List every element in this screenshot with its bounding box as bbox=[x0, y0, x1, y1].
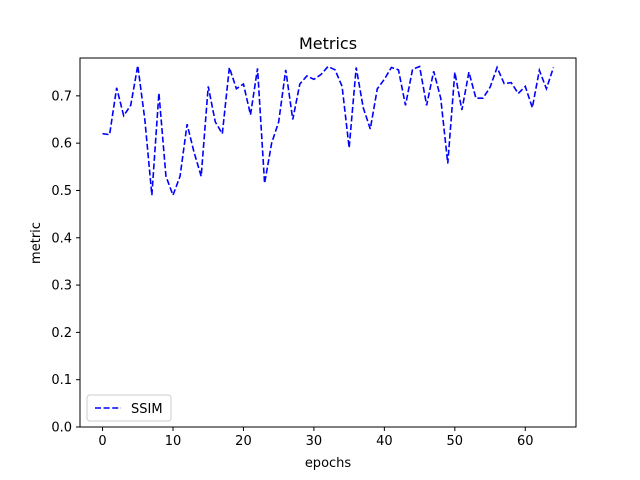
y-tick-label: 0.5 bbox=[51, 184, 72, 199]
y-axis-label: metric bbox=[29, 222, 44, 264]
legend-box bbox=[86, 394, 172, 422]
x-tick-label: 60 bbox=[517, 434, 534, 449]
y-tick-label: 0.0 bbox=[51, 421, 72, 436]
y-tick-label: 0.7 bbox=[51, 89, 72, 104]
y-axis: 0.0 0.1 0.2 0.3 0.4 0.5 0.6 0.7 bbox=[51, 89, 80, 436]
x-tick-label: 30 bbox=[306, 434, 323, 449]
plot-area bbox=[102, 65, 555, 198]
chart-title: Metrics bbox=[299, 34, 357, 53]
y-tick-label: 0.1 bbox=[51, 373, 72, 388]
y-tick-label: 0.6 bbox=[51, 137, 72, 152]
x-tick-label: 0 bbox=[98, 434, 106, 449]
x-axis-label: epochs bbox=[305, 456, 352, 471]
y-tick-label: 0.4 bbox=[51, 231, 72, 246]
series-line-ssim bbox=[102, 65, 555, 198]
plot-frame bbox=[79, 57, 577, 428]
x-tick-label: 50 bbox=[447, 434, 464, 449]
legend-label-ssim: SSIM bbox=[131, 402, 163, 417]
y-tick-label: 0.3 bbox=[51, 279, 72, 294]
legend: SSIM bbox=[86, 394, 172, 422]
x-tick-label: 20 bbox=[235, 434, 252, 449]
y-tick-label: 0.2 bbox=[51, 326, 72, 341]
x-tick-label: 40 bbox=[376, 434, 393, 449]
x-tick-label: 10 bbox=[165, 434, 182, 449]
x-axis: 0 10 20 30 40 50 60 bbox=[98, 427, 534, 449]
